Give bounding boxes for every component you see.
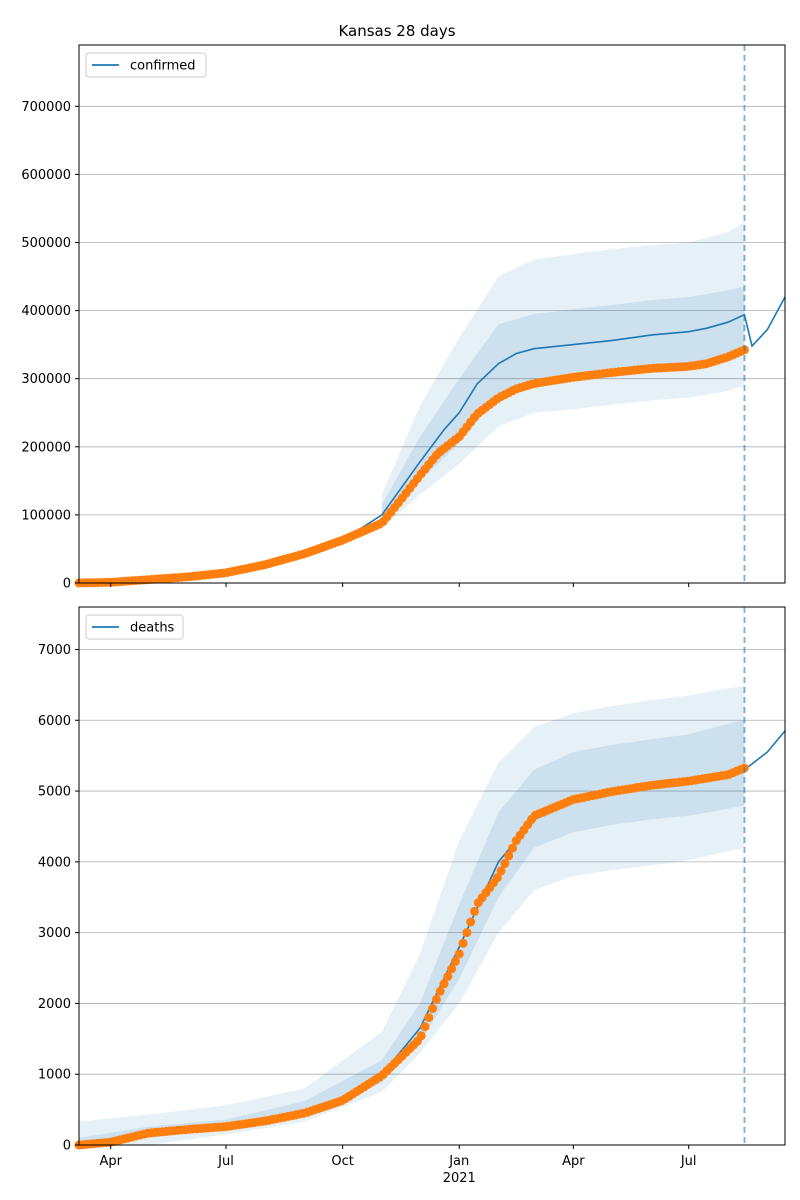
legend-box: [85, 52, 207, 78]
legend-label: confirmed: [130, 59, 196, 74]
legend: deaths: [85, 614, 184, 640]
observed-point: [500, 858, 510, 868]
observed-point: [431, 994, 441, 1004]
x-axis: Apr Jul Oct Jan Apr Jul 2021: [99, 1154, 696, 1186]
confirmed-panel: 0 100000 200000 300000 400000 500000 600000 700…: [21, 44, 786, 592]
y-tick-label: 200000: [21, 440, 71, 455]
legend-box: [85, 614, 184, 640]
observed-point: [447, 964, 457, 974]
observed-point: [424, 1013, 434, 1023]
observed-point: [508, 843, 517, 853]
y-tick-label: 500000: [21, 236, 71, 251]
x-tick-label: Jan: [448, 1154, 469, 1169]
y-tick-label: 0: [63, 1139, 71, 1154]
axes-frame: [78, 606, 786, 1146]
y-tick-label: 600000: [21, 168, 71, 183]
observed-point: [466, 917, 476, 927]
y-tick-label: 4000: [38, 855, 71, 870]
y-tick-label: 400000: [21, 304, 71, 319]
observed-point: [439, 979, 449, 989]
x-tick-label: Jul: [217, 1154, 234, 1169]
observed-point: [504, 851, 514, 861]
legend-label: deaths: [130, 621, 175, 636]
observed-point: [420, 1022, 430, 1032]
y-tick-label: 1000: [38, 1068, 71, 1083]
observed-point: [492, 873, 502, 883]
observed-point: [450, 956, 460, 966]
observed-point: [462, 928, 472, 938]
y-tick-label: 0: [63, 577, 71, 592]
observed-point: [416, 1031, 426, 1041]
observed-point: [435, 986, 445, 996]
x-tick-label: Oct: [331, 1154, 353, 1169]
observed-point: [443, 971, 453, 981]
y-tick-label: 700000: [21, 100, 71, 115]
x-year-label: 2021: [443, 1171, 476, 1186]
y-tick-label: 3000: [38, 926, 71, 941]
y-tick-label: 5000: [38, 785, 71, 800]
y-tick-label: 6000: [38, 714, 71, 729]
y-tick-label: 2000: [38, 997, 71, 1012]
x-tick-label: Apr: [562, 1154, 585, 1169]
observed-point: [458, 938, 468, 948]
x-tick-label: Apr: [99, 1154, 122, 1169]
observed-point: [454, 949, 464, 959]
deaths-panel: 0 1000 2000 3000 4000 5000 6000 7000 deaths: [38, 606, 786, 1154]
y-tick-label: 7000: [38, 643, 71, 658]
y-tick-label: 100000: [21, 508, 71, 523]
observed-point: [496, 866, 506, 876]
inner-band: [381, 286, 745, 524]
axes-frame: [78, 44, 786, 584]
observed-point: [470, 906, 479, 916]
observed-point: [428, 1004, 438, 1013]
chart-title: Kansas 28 days: [338, 22, 455, 40]
y-tick-label: 300000: [21, 372, 71, 387]
x-tick-label: Jul: [680, 1154, 697, 1169]
inner-band: [79, 720, 745, 1145]
legend: confirmed: [85, 52, 207, 78]
